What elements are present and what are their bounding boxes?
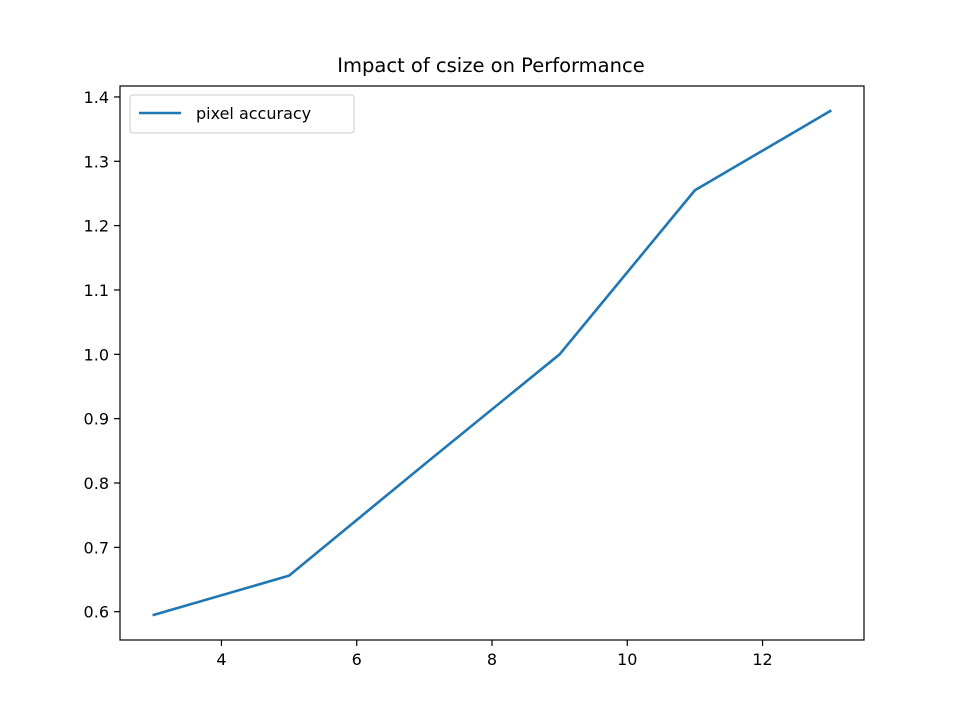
y-tick-label: 1.0 bbox=[84, 345, 109, 364]
x-tick-label: 8 bbox=[487, 650, 497, 669]
x-tick-label: 12 bbox=[752, 650, 772, 669]
y-tick-label: 0.6 bbox=[84, 603, 109, 622]
legend: pixel accuracy bbox=[129, 94, 355, 134]
y-tick-label: 1.2 bbox=[84, 217, 109, 236]
legend-frame bbox=[129, 94, 355, 134]
x-tick-label: 6 bbox=[352, 650, 362, 669]
plot-area-frame bbox=[119, 85, 865, 641]
legend-label-pixel-accuracy: pixel accuracy bbox=[196, 104, 311, 123]
y-tick-label: 1.3 bbox=[84, 152, 109, 171]
chart-title: Impact of csize on Performance bbox=[337, 54, 644, 77]
series-line-pixel-accuracy bbox=[152, 109, 832, 617]
y-tick-label: 0.7 bbox=[84, 538, 109, 557]
y-tick-label: 1.1 bbox=[84, 281, 109, 300]
y-tick-label: 0.8 bbox=[84, 474, 109, 493]
y-tick-label: 0.9 bbox=[84, 410, 109, 429]
y-tick-label: 1.4 bbox=[84, 88, 109, 107]
x-tick-label: 10 bbox=[617, 650, 637, 669]
x-tick-label: 4 bbox=[216, 650, 226, 669]
